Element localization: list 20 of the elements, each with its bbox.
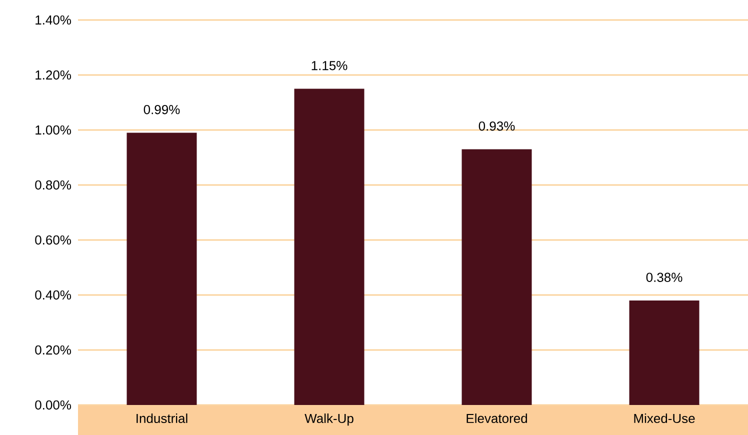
data-label: 0.38% [646, 272, 682, 282]
x-tick-label: Elevatored [466, 414, 527, 424]
data-label: 0.99% [144, 105, 180, 114]
y-tick-label: 0.80% [35, 180, 72, 190]
bar [462, 149, 532, 405]
y-tick-label: 1.00% [36, 125, 72, 135]
data-label: 1.15% [312, 61, 348, 70]
bar [126, 132, 197, 405]
x-tick-label: Walk-Up [304, 414, 354, 426]
y-tick-label: 0.60% [35, 235, 72, 245]
y-tick-label: 0.20% [35, 345, 72, 355]
data-label: 0.93% [478, 122, 515, 131]
y-tick-label: 1.20% [36, 70, 72, 80]
y-tick-label: 0.40% [35, 290, 72, 300]
bar [629, 300, 700, 405]
y-tick-label: 0.00% [35, 400, 72, 410]
x-tick-label: Industrial [136, 414, 188, 424]
x-tick-label: Mixed-Use [634, 414, 695, 424]
y-tick-label: 1.40% [36, 15, 72, 25]
bar [294, 88, 364, 405]
